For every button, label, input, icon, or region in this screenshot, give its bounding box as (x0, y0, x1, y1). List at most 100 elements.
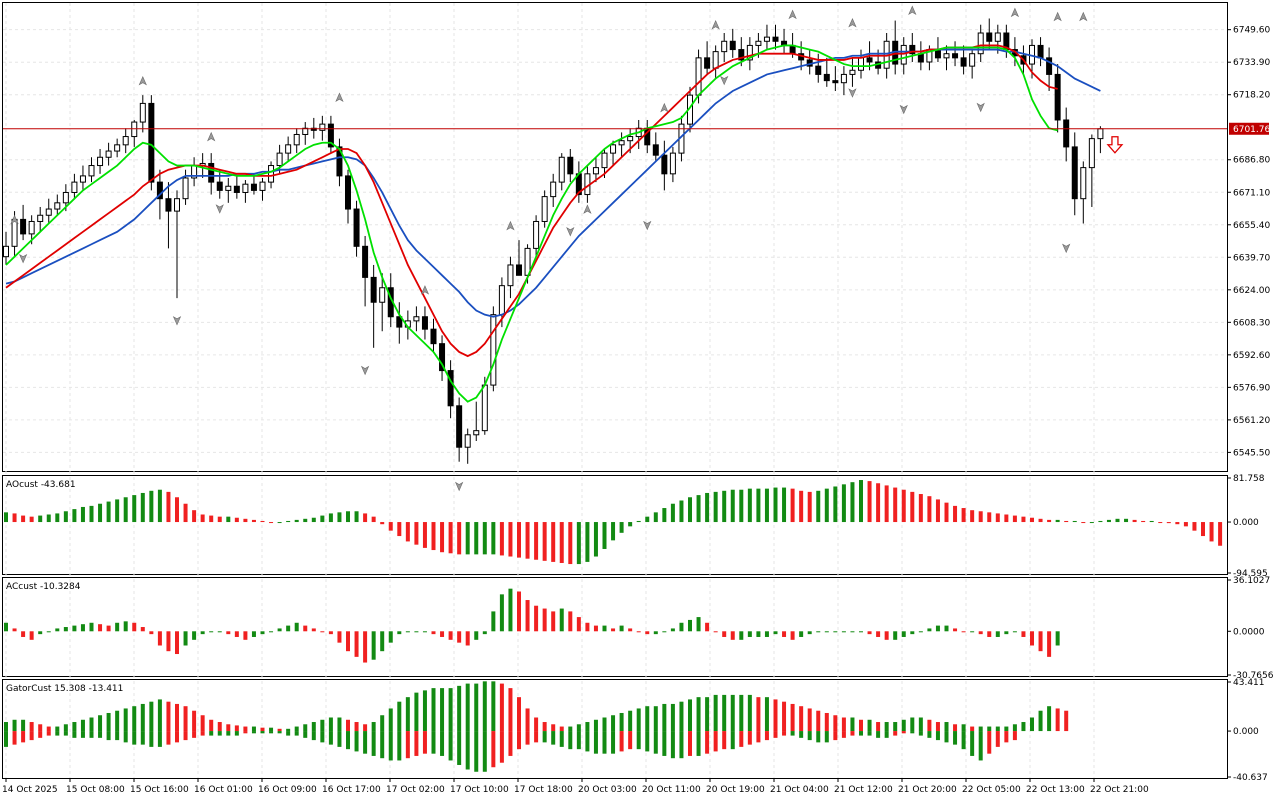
ac-bar (961, 631, 966, 633)
gator-lower-bar (175, 731, 179, 743)
time-tick-label: 20 Oct 19:00 (706, 785, 765, 795)
gator-upper-bar (457, 685, 462, 732)
gator-upper-bar (833, 715, 838, 732)
ao-bar (944, 502, 949, 523)
gator-lower-bar (303, 731, 308, 738)
fractal-down-icon (643, 220, 652, 231)
gator-upper-bar (1030, 717, 1034, 732)
candle-body (567, 156, 574, 175)
price-candles (3, 18, 1104, 464)
ao-bar (46, 514, 51, 523)
gator-lower-bar (55, 731, 60, 736)
gator-lower-bar (611, 731, 616, 754)
candle-body (729, 40, 736, 51)
gator-lower-bar (115, 731, 120, 741)
candle-body (858, 57, 864, 71)
candle-body (20, 218, 27, 235)
candle-body (994, 32, 1001, 42)
candle-body (174, 198, 180, 212)
ac-bar (311, 628, 316, 632)
ao-bar (38, 515, 43, 523)
candle-body (627, 136, 634, 142)
candle-body (379, 287, 386, 303)
gator-lower-bar (867, 731, 872, 736)
gator-upper-bar (46, 726, 51, 732)
ac-bar (209, 631, 214, 633)
gator-upper-bar (226, 724, 231, 732)
ac-bar (1055, 631, 1060, 646)
ac-bar (363, 631, 368, 663)
ao-bar (482, 522, 487, 555)
ao-bar (183, 503, 188, 523)
gator-lower-bar (559, 731, 564, 747)
ac-panel-frame[interactable] (2, 577, 1228, 677)
ac-bar (593, 625, 598, 632)
ao-bar (559, 522, 564, 563)
ac-bar (995, 631, 1000, 637)
gator-lower-bar (405, 731, 410, 759)
candle-body (507, 264, 514, 287)
gator-upper-bar (970, 726, 975, 732)
gator-upper-bar (132, 706, 137, 732)
ao-bar (286, 520, 291, 523)
ao-bar (1106, 519, 1111, 523)
candle-body (3, 245, 9, 258)
gator-upper-bar (747, 694, 752, 732)
ao-bar (884, 485, 889, 523)
gator-lower-bar (850, 731, 855, 736)
gator-lower-bar (705, 731, 710, 754)
price-panel-frame[interactable] (2, 2, 1228, 472)
gator-lower-bar (517, 731, 521, 750)
ao-bar (1218, 522, 1223, 546)
fractal-down-icon (455, 481, 464, 492)
ao-bar (901, 489, 906, 523)
time-tick-label: 14 Oct 2025 (2, 785, 58, 795)
ac-bar (448, 631, 453, 640)
ac-bar (568, 611, 573, 632)
candle-body (97, 156, 104, 167)
gator-upper-bar (397, 701, 402, 732)
gator-upper-bar (722, 694, 727, 732)
gator-upper-bar (611, 715, 616, 732)
gator-lower-bar (679, 731, 684, 759)
candle-body (114, 144, 121, 152)
ac-bar (63, 627, 68, 632)
ao-panel-frame[interactable] (2, 475, 1228, 575)
gator-upper-bar (730, 694, 735, 732)
fractal-up-icon (1079, 11, 1088, 22)
ao-bar (440, 522, 445, 553)
gator-upper-bar (927, 719, 932, 732)
ao-bar (1132, 519, 1137, 523)
gator-histogram (4, 681, 1069, 772)
ac-bar (670, 628, 675, 632)
gator-upper-bar (29, 722, 34, 732)
gator-panel-frame[interactable] (2, 679, 1228, 779)
gator-lower-bar (782, 731, 787, 736)
candle-body (268, 165, 275, 183)
gator-lower-bar (440, 731, 445, 756)
gator-lower-bar (756, 731, 761, 743)
fractal-up-icon (420, 285, 430, 295)
ao-bar (414, 522, 419, 545)
gator-upper-bar (277, 728, 282, 732)
gator-upper-bar (542, 722, 547, 732)
gator-upper-bar (448, 688, 453, 732)
ac-bar (935, 625, 940, 632)
gator-lower-bar (29, 731, 34, 741)
gator-lower-bar (841, 731, 846, 738)
gator-upper-bar (234, 725, 239, 732)
gator-upper-bar (294, 726, 299, 732)
ac-bar (636, 631, 641, 633)
gator-lower-bar (764, 731, 769, 741)
candle-body (943, 53, 950, 59)
gator-lower-bar (961, 731, 966, 750)
candle-body (669, 152, 676, 175)
ao-bar (585, 522, 590, 562)
time-tick-label: 16 Oct 17:00 (322, 785, 381, 795)
ao-bar (405, 522, 410, 542)
candle-body (54, 202, 61, 210)
gator-lower-bar (910, 731, 915, 734)
candle-body (815, 65, 822, 75)
ac-bar (491, 611, 496, 632)
